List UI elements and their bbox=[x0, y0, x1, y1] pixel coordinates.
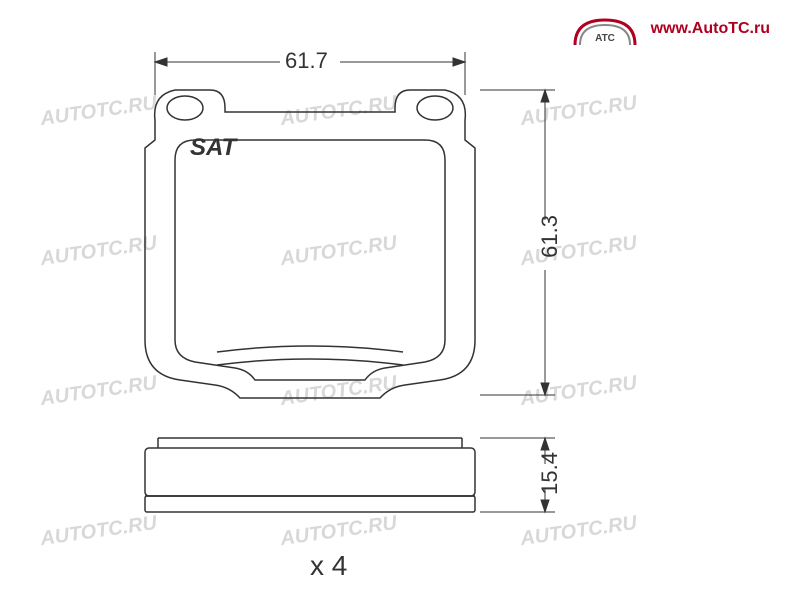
quantity-label: x 4 bbox=[310, 550, 347, 582]
dim-height-label: 61.3 bbox=[537, 215, 563, 258]
dim-thickness-label: 15.4 bbox=[537, 452, 563, 495]
dim-width-label: 61.7 bbox=[285, 48, 328, 74]
brand-text: SAT bbox=[190, 134, 239, 161]
svg-text:ATC: ATC bbox=[595, 33, 615, 44]
side-view-drawing bbox=[80, 420, 580, 540]
front-view-drawing: SAT bbox=[80, 40, 580, 420]
logo-icon: ATC bbox=[570, 15, 640, 50]
site-url: www.AutoTC.ru bbox=[651, 20, 770, 38]
